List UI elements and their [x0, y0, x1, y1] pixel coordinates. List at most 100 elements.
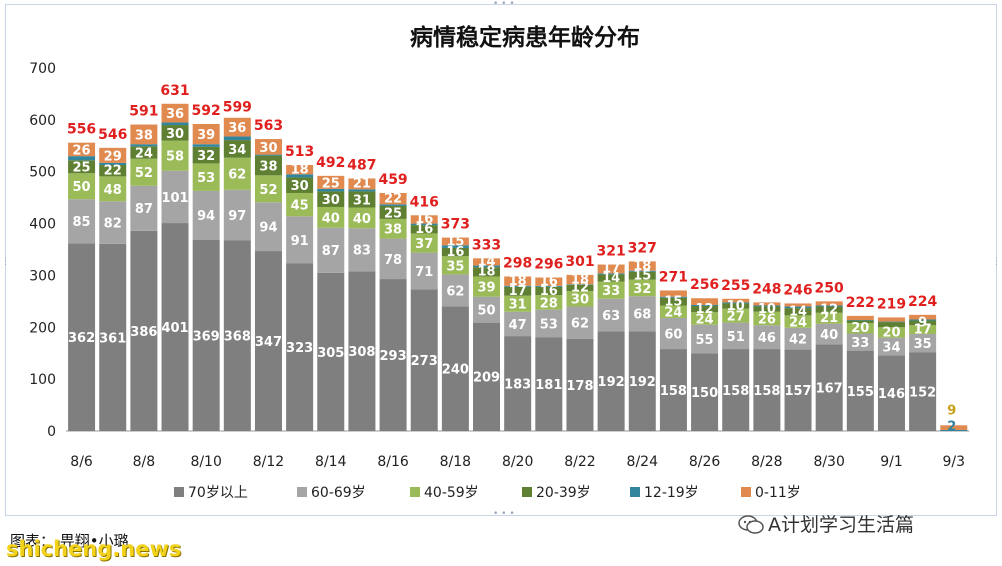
bar-segment: [659, 297, 687, 306]
bar-segment: [659, 296, 687, 298]
bar-segment: [535, 285, 563, 287]
bar-segment-label: 55: [696, 333, 714, 348]
y-tick-label: 700: [29, 61, 56, 77]
bar-segment: [254, 251, 282, 431]
bar-segment: [254, 202, 282, 252]
bar-segment: [317, 272, 345, 431]
bar-segment: [691, 324, 719, 354]
bar-segment-label: 30: [571, 293, 589, 308]
bar-segment: [815, 312, 843, 324]
bar-segment: [722, 303, 750, 309]
bar-segment: [909, 352, 937, 431]
bar-segment: [940, 429, 968, 431]
bar-segment: [722, 322, 750, 350]
bar-segment: [379, 204, 407, 206]
x-tick-label: 8/30: [813, 454, 844, 470]
bar-segment: [223, 136, 251, 141]
bar-segment-label: 16: [540, 284, 558, 299]
x-axis: 8/6 8/8 8/10 8/12 8/14 8/16 8/18 8/20 8/22 8/24 8/…: [70, 454, 965, 470]
bar-segment: [504, 276, 532, 286]
bar-segment-label: 62: [571, 317, 589, 332]
bar-total-label: 631: [160, 83, 189, 99]
bar-segment-label: 14: [602, 271, 620, 286]
bar-total-label: 459: [378, 172, 407, 188]
x-tick-label: 8/10: [190, 454, 221, 470]
bar-segment-label: 293: [380, 349, 407, 364]
bar-segment-label: 14: [477, 255, 495, 270]
bar-segment-label: 158: [753, 384, 780, 399]
bar-segment: [691, 353, 719, 431]
legend-label: 40-59岁: [424, 485, 479, 501]
bar-segment: [441, 256, 469, 275]
bar-segment: [722, 349, 750, 431]
bar-segment-label: 22: [384, 191, 402, 206]
bar-segment-label: 323: [286, 341, 313, 356]
bar-segment-label: 24: [664, 306, 682, 321]
frame-handle-left[interactable]: ⋮: [1, 257, 10, 267]
bar-segment-label: 40: [820, 328, 838, 343]
bar-segment: [192, 146, 220, 164]
bar-segment: [597, 273, 625, 275]
bar-segment: [254, 175, 282, 203]
bar-segment: [317, 206, 345, 228]
bar-segment: [473, 322, 501, 431]
bar-segment-label: 192: [598, 375, 625, 390]
bar-segment-label: 40: [353, 212, 371, 227]
bar-segment: [410, 225, 438, 234]
x-tick-label: 8/24: [627, 454, 659, 470]
bar-segment: [753, 302, 781, 306]
bar-segment-label: 368: [224, 330, 251, 345]
x-tick-label: 9/1: [880, 454, 903, 470]
frame-handle-top[interactable]: • • •: [493, 0, 515, 9]
bar-total-label: 599: [223, 99, 252, 115]
bar-segment-label: 34: [228, 143, 246, 158]
x-tick-label: 8/8: [133, 454, 156, 470]
bar-segment-label: 26: [73, 143, 91, 158]
bar-segment-label: 30: [259, 141, 277, 156]
bar-segment: [286, 263, 314, 431]
bar-segment-label: 36: [166, 107, 184, 122]
bar-segment: [846, 320, 874, 324]
bar-total-label: 250: [815, 280, 844, 296]
frame-handle-right[interactable]: ⋮: [992, 257, 1001, 267]
bar-segment: [597, 281, 625, 299]
bar-segment: [473, 267, 501, 277]
bar-segment-label: 150: [691, 386, 718, 401]
bar-segment: [379, 218, 407, 239]
bar-segment-label: 20: [851, 321, 869, 336]
wechat-icon: [738, 515, 764, 534]
bar-segment-label: 209: [473, 371, 500, 386]
bar-total-label: 256: [690, 277, 719, 293]
bar-segment: [192, 239, 220, 431]
bar-segment: [504, 286, 532, 296]
bar-segment-label: 30: [166, 127, 184, 142]
bar-segment-label: 31: [509, 298, 527, 313]
bar-total-label: 416: [410, 194, 439, 210]
bar-segment: [940, 425, 968, 430]
bar-segment: [566, 338, 594, 431]
bar-segment: [410, 215, 438, 224]
bar-segment-label: 94: [259, 221, 277, 236]
bar-segment-label: 25: [322, 176, 340, 191]
bar-total-label: 219: [877, 296, 906, 312]
bar-segment: [410, 233, 438, 253]
bar-segment: [286, 216, 314, 264]
bar-segment-label: 181: [535, 378, 562, 393]
bar-segment: [161, 122, 189, 126]
frame-handle-bottom[interactable]: • • •: [493, 509, 515, 519]
legend-label: 20-39岁: [536, 485, 591, 501]
bar-segment: [473, 276, 501, 297]
bar-total-label: 492: [316, 155, 345, 171]
bar-segment: [877, 327, 905, 338]
bar-segment-label: 14: [789, 305, 807, 320]
bar-segment-label: 31: [353, 193, 371, 208]
bar-segment: [192, 124, 220, 145]
bar-segment-label: 361: [99, 331, 126, 346]
bar-segment-label: 38: [259, 159, 277, 174]
bar-segment: [877, 322, 905, 328]
bar-segment: [441, 247, 469, 257]
bar-segment-label: 240: [442, 363, 469, 378]
bar-segment: [317, 191, 345, 207]
x-tick-label: 8/16: [377, 454, 409, 470]
bar-segment-label: 38: [135, 128, 153, 143]
